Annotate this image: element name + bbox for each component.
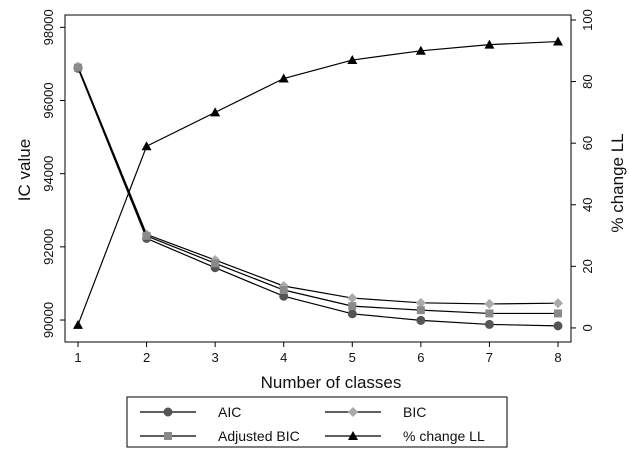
x-tick-label: 5: [349, 350, 356, 365]
data-point-change-ll: [278, 73, 289, 83]
series-adjusted-bic: [74, 63, 562, 318]
y2-axis-title: % change LL: [608, 133, 627, 232]
x-tick-label: 6: [417, 350, 424, 365]
data-point-aic: [416, 315, 426, 325]
data-point-adjusted-bic: [74, 63, 82, 72]
x-tick-label: 8: [554, 350, 561, 365]
series-line-adjusted-bic: [77, 67, 558, 315]
data-point-change-ll: [347, 55, 358, 65]
data-point-change-ll: [210, 107, 221, 117]
legend-marker-bic: [348, 407, 358, 417]
legend-marker-aic: [163, 407, 173, 417]
legend-label-change-ll: % change LL: [403, 428, 485, 444]
x-tick-label: 3: [212, 350, 219, 365]
y2-tick-label: 60: [580, 136, 595, 150]
data-point-adjusted-bic: [416, 306, 425, 315]
y-tick-label: 98000: [41, 9, 56, 45]
x-tick-label: 7: [486, 350, 493, 365]
data-point-adjusted-bic: [279, 286, 288, 295]
y-tick-label: 96000: [41, 82, 56, 118]
data-point-bic: [347, 293, 358, 304]
x-tick-label: 2: [143, 350, 150, 365]
legend-box: [126, 396, 508, 448]
data-point-change-ll: [415, 45, 426, 55]
data-point-change-ll: [484, 39, 495, 49]
data-point-adjusted-bic: [142, 231, 151, 240]
x-tick-label: 1: [74, 350, 81, 365]
legend-marker-adjusted-bic: [164, 432, 172, 440]
data-point-change-ll: [553, 36, 563, 46]
data-point-adjusted-bic: [485, 309, 494, 318]
data-point-bic: [484, 298, 495, 309]
data-point-bic: [553, 298, 563, 309]
legend-label-aic: AIC: [218, 404, 241, 420]
data-point-aic: [347, 309, 357, 319]
data-point-adjusted-bic: [554, 309, 562, 318]
data-point-aic: [484, 319, 494, 329]
data-point-adjusted-bic: [348, 302, 357, 311]
series-line-aic: [77, 68, 559, 327]
legend-label-bic: BIC: [403, 404, 426, 420]
series-line-change-ll: [77, 40, 559, 326]
series-line-bic: [77, 66, 559, 305]
y-tick-label: 94000: [41, 156, 56, 192]
y-tick-label: 90000: [41, 302, 56, 338]
x-axis-title: Number of classes: [261, 373, 402, 392]
legend-label-adjusted-bic: Adjusted BIC: [218, 428, 300, 444]
plot-frame: [64, 14, 572, 343]
data-point-bic: [415, 297, 426, 308]
y2-tick-label: 100: [580, 9, 595, 31]
axes: 1 2 3 4 5 6 7 8 90000 92000 94000 96000 98000 0 20 40 60…: [41, 9, 595, 365]
y2-tick-label: 20: [580, 259, 595, 273]
y2-tick-label: 0: [580, 324, 595, 331]
x-tick-label: 4: [280, 350, 287, 365]
y-tick-label: 92000: [41, 229, 56, 265]
y2-tick-label: 80: [580, 74, 595, 88]
data-point-change-ll: [141, 141, 152, 151]
legend-marker-change-ll: [348, 431, 358, 440]
y2-tick-label: 40: [580, 198, 595, 212]
data-point-adjusted-bic: [211, 259, 220, 268]
series-aic: [73, 63, 563, 331]
legend: AIC BIC Adjusted BIC % change LL: [126, 396, 508, 448]
data-point-change-ll: [73, 319, 83, 329]
series-change-ll: [73, 36, 563, 329]
plot-series: [73, 36, 563, 331]
data-point-aic: [553, 321, 563, 331]
y-axis-title: IC value: [15, 139, 34, 201]
series-bic: [73, 61, 563, 309]
